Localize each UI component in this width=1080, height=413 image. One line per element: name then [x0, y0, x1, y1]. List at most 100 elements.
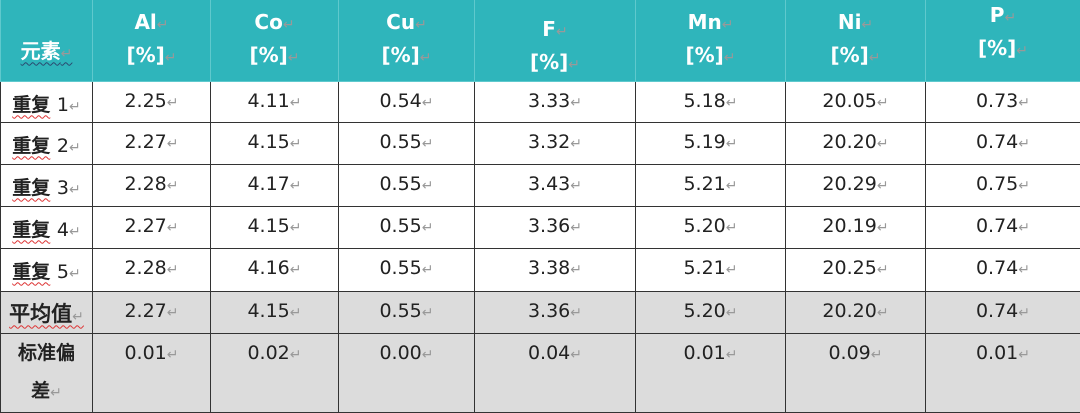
cell-text: 3.32	[528, 131, 582, 153]
cell-text: 0.55	[379, 173, 433, 195]
cell-text: 3.33	[528, 90, 582, 112]
cell-text: 0.01	[976, 342, 1030, 364]
cell-text: Cu	[386, 10, 415, 34]
cell-text: 重复	[12, 261, 50, 283]
cell-text: 2.28	[124, 173, 178, 195]
mean-row: 平均值2.274.150.553.365.2020.200.74	[1, 291, 1080, 333]
mean-value-cell: 3.36	[475, 291, 636, 333]
value-cell: 0.74	[926, 122, 1080, 164]
cell-text: 5.21	[683, 257, 737, 279]
header-label-text: 元素	[21, 39, 73, 63]
cell-text: 2.27	[124, 300, 178, 322]
value-cell: 2.28	[93, 164, 211, 206]
cell-text: 20.25	[822, 257, 888, 279]
cell-text: 0.04	[528, 342, 582, 364]
row-label: 重复 5	[1, 248, 93, 291]
row-label: 重复 1	[1, 81, 93, 122]
cell-text: 4	[57, 219, 81, 241]
cell-text: 1	[57, 94, 81, 116]
value-cell: 20.19	[786, 206, 926, 248]
cell-text: 0.55	[379, 257, 433, 279]
cell-text: [%]	[830, 43, 868, 67]
cell-text: [%]	[978, 36, 1016, 60]
std-value-cell: 0.04	[475, 333, 636, 412]
cell-text: P	[990, 3, 1005, 27]
cell-text: F	[542, 17, 556, 41]
value-cell: 3.38	[475, 248, 636, 291]
cell-text: 20.19	[822, 215, 888, 237]
std-value-cell: 0.09	[786, 333, 926, 412]
std-value-cell: 0.01	[926, 333, 1080, 412]
cell-text: [%]	[126, 43, 164, 67]
value-cell: 20.25	[786, 248, 926, 291]
cell-text: 3.36	[528, 300, 582, 322]
header-mn: Mn [%]	[636, 0, 786, 81]
value-cell: 5.21	[636, 164, 786, 206]
value-cell: 4.16	[211, 248, 339, 291]
element-symbol: Co	[211, 7, 338, 40]
value-cell: 0.73	[926, 81, 1080, 122]
cell-text: 0.01	[124, 342, 178, 364]
element-symbol: Cu	[339, 7, 474, 40]
value-cell: 0.55	[339, 122, 475, 164]
cell-text: Co	[254, 10, 282, 34]
cell-text: 0.74	[976, 300, 1030, 322]
unit-label: [%]	[475, 47, 635, 80]
value-cell: 5.20	[636, 206, 786, 248]
cell-text: 2.27	[124, 131, 178, 153]
value-cell: 4.11	[211, 81, 339, 122]
unit-label: [%]	[926, 33, 1080, 66]
cell-text: [%]	[530, 50, 568, 74]
cell-text: Al	[134, 10, 156, 34]
value-cell: 20.20	[786, 122, 926, 164]
element-symbol: P	[926, 0, 1080, 33]
cell-text: 平均值	[9, 302, 84, 326]
value-cell: 0.55	[339, 206, 475, 248]
value-cell: 2.28	[93, 248, 211, 291]
row-label: 重复 2	[1, 122, 93, 164]
value-cell: 4.15	[211, 122, 339, 164]
cell-text: 3.43	[528, 173, 582, 195]
table-row: 重复 32.284.170.553.435.2120.290.75	[1, 164, 1080, 206]
row-label: 重复 4	[1, 206, 93, 248]
cell-text: 5	[57, 261, 81, 283]
cell-text: [%]	[685, 43, 723, 67]
cell-text: 20.05	[822, 90, 888, 112]
unit-label: [%]	[786, 40, 925, 73]
table-row: 重复 2 2.27 4.150.55 3.32 5.19 20.20 0.74	[1, 122, 1080, 164]
value-cell: 5.19	[636, 122, 786, 164]
cell-text: 3	[57, 177, 81, 199]
value-cell: 2.27	[93, 206, 211, 248]
header-element-label: 元素	[1, 0, 93, 81]
std-row: 标准偏差0.010.020.000.040.010.090.01	[1, 333, 1080, 412]
cell-text: 0.74	[976, 131, 1030, 153]
element-symbol: F	[475, 14, 635, 47]
cell-text: 0.54	[379, 90, 433, 112]
mean-value-cell: 0.55	[339, 291, 475, 333]
value-cell: 5.21	[636, 248, 786, 291]
cell-text: 20.20	[822, 131, 888, 153]
value-cell: 20.29	[786, 164, 926, 206]
header-p: P [%]	[926, 0, 1080, 81]
cell-text: 4.17	[247, 173, 301, 195]
cell-text: 2.25	[124, 90, 178, 112]
std-value-cell: 0.01	[636, 333, 786, 412]
std-label: 标准偏差	[1, 333, 93, 412]
cell-text: 2.28	[124, 257, 178, 279]
cell-text: Ni	[838, 10, 862, 34]
header-row: 元素 Al[%]Co[%]Cu[%]F[%]Mn[%]Ni[%]P[%]	[1, 0, 1080, 81]
value-cell: 20.05	[786, 81, 926, 122]
mean-value-cell: 0.74	[926, 291, 1080, 333]
cell-text: 2	[57, 135, 81, 157]
cell-text: Mn	[688, 10, 722, 34]
header-co: Co [%]	[211, 0, 339, 81]
table-row: 重复 42.274.150.553.365.2020.190.74	[1, 206, 1080, 248]
element-symbol: Mn	[636, 7, 785, 40]
cell-text: 5.19	[683, 131, 737, 153]
value-cell: 4.15	[211, 206, 339, 248]
mean-value-cell: 4.15	[211, 291, 339, 333]
cell-text: 0.09	[828, 342, 882, 364]
value-cell: 3.43	[475, 164, 636, 206]
cell-text: 4.15	[247, 300, 301, 322]
unit-label: [%]	[211, 40, 338, 73]
